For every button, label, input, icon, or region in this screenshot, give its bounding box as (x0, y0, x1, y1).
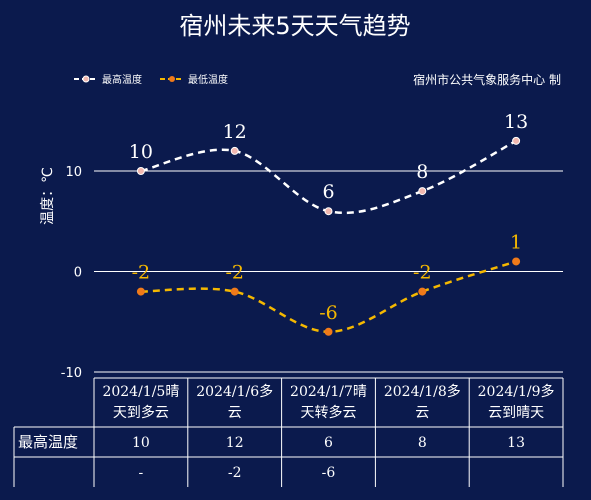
data-label-low-2: -6 (319, 302, 338, 324)
table-header-cell: 云 (415, 405, 429, 421)
data-table: 2024/1/5晴天到多云2024/1/6多云2024/1/7晴天转多云2024… (13, 377, 564, 487)
table-header-cell: 2024/1/8多 (384, 383, 461, 400)
table-header-cell: 天到多云 (113, 404, 169, 421)
marker-low-4 (512, 257, 521, 266)
data-label-low-3: -2 (413, 262, 432, 284)
table-cell-high: 10 (132, 435, 150, 451)
marker-high-2 (324, 207, 333, 216)
chart-title: 宿州未来5天天气趋势 (179, 12, 410, 40)
marker-high-3 (418, 187, 427, 196)
y-tick-label: 0 (74, 266, 82, 281)
chart-credit: 宿州市公共气象服务中心 制 (413, 72, 561, 87)
data-label-high-0: 10 (129, 141, 153, 163)
table-header-cell: 云 (228, 405, 242, 421)
table-cell-low: -2 (228, 465, 242, 481)
table-header-cell: 天转多云 (301, 404, 357, 421)
table-header-cell: 2024/1/5晴 (102, 384, 179, 400)
data-label-high-3: 8 (416, 161, 428, 183)
marker-high-1 (230, 146, 239, 155)
table-header-cell: 2024/1/9多 (478, 383, 555, 400)
data-label-high-1: 12 (223, 121, 247, 143)
table-header-cell: 云到晴天 (488, 405, 544, 421)
y-tick-labels: 10 0 -10 (61, 165, 82, 381)
marker-high-4 (512, 136, 521, 145)
marker-low-0 (136, 287, 145, 296)
data-label-high-4: 13 (504, 111, 528, 133)
table-row-header: 最高温度 (18, 433, 78, 451)
table-cell-low: -6 (322, 465, 336, 481)
y-tick-label: 10 (65, 165, 82, 180)
data-labels: 10 12 6 8 13 -2 -2 -6 -2 1 (129, 111, 528, 324)
marker-low-1 (230, 287, 239, 296)
marker-high-0 (136, 167, 145, 175)
table-header-cell: 2024/1/6多 (196, 383, 273, 400)
chart-legend: 最高温度 最低温度 (74, 73, 228, 86)
data-label-low-0: -2 (132, 262, 151, 284)
table-cell-high: 8 (418, 435, 427, 451)
legend-low-marker (169, 76, 175, 82)
series-markers (136, 136, 521, 336)
data-label-high-2: 6 (322, 181, 334, 203)
data-label-low-1: -2 (225, 262, 244, 284)
y-axis-label: 温度：℃ (40, 167, 56, 225)
marker-low-2 (324, 327, 333, 336)
y-tick-label: -10 (61, 366, 82, 381)
legend-high-marker (82, 75, 90, 83)
table-cell-high: 12 (226, 435, 244, 451)
table-cell-low: - (139, 465, 144, 481)
table-cell-high: 13 (507, 435, 525, 451)
table-header-cell: 2024/1/7晴 (290, 384, 367, 400)
table-cell-high: 6 (324, 435, 333, 451)
data-label-low-4: 1 (510, 231, 522, 253)
legend-high-label: 最高温度 (102, 73, 142, 86)
marker-low-3 (418, 287, 427, 296)
legend-low-label: 最低温度 (188, 73, 228, 86)
